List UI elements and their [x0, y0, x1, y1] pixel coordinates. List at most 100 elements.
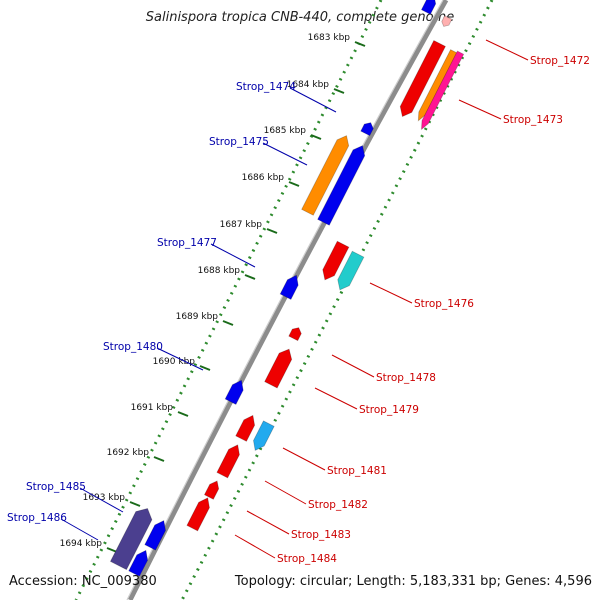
gene-arrow-shape	[322, 240, 350, 281]
gene-glyph	[224, 379, 244, 405]
gene-arrow-shape	[317, 145, 366, 226]
gene-label-reverse: Strop_1484	[277, 553, 337, 565]
map-title: Salinispora tropica CNB-440, complete ge…	[145, 10, 455, 25]
scale-tick-label: 1690 kbp	[153, 357, 196, 367]
gene-arrow-shape	[203, 480, 220, 500]
scale-tick	[333, 88, 345, 94]
gene-arrow-shape	[253, 420, 275, 451]
label-leader-line	[369, 282, 413, 304]
label-leader-line	[485, 39, 529, 61]
gene-glyph	[186, 497, 210, 532]
gene-label-forward: Strop_1485	[26, 481, 86, 493]
gene-glyph	[441, 15, 453, 27]
gene-arrow-shape	[109, 508, 153, 571]
gene-arrow-shape	[360, 122, 374, 137]
gene-glyph	[322, 240, 350, 281]
label-leader-line	[282, 447, 326, 471]
gene-glyph	[109, 508, 153, 571]
gene-arrow-shape	[186, 497, 210, 532]
gene-label-forward: Strop_1474	[236, 81, 296, 93]
scale-tick	[244, 274, 256, 280]
gene-arrow-shape	[224, 379, 244, 405]
gene-glyph	[128, 549, 149, 577]
gene-arrow-shape	[417, 49, 458, 122]
gene-glyph	[337, 250, 365, 291]
gene-glyph	[399, 39, 446, 118]
gene-arrow-shape	[301, 135, 350, 216]
gene-label-reverse: Strop_1482	[308, 499, 368, 511]
label-leader-line	[289, 87, 337, 113]
scale-tick	[177, 411, 189, 417]
scale-tick-label: 1687 kbp	[220, 220, 263, 230]
scale-tick	[310, 134, 322, 140]
inner-dotted-track	[74, 0, 383, 600]
scale-tick	[153, 456, 165, 462]
topology-text: Topology: circular; Length: 5,183,331 bp…	[234, 574, 592, 589]
gene-arrow-shape	[144, 520, 166, 551]
scale-tick-label: 1683 kbp	[308, 33, 351, 43]
gene-arrow-shape	[288, 327, 302, 342]
scale-tick	[129, 501, 141, 507]
label-leader-line	[331, 354, 375, 378]
gene-glyph	[420, 0, 437, 15]
gene-label-reverse: Strop_1476	[414, 298, 474, 310]
gene-glyph	[144, 520, 166, 551]
gene-glyph	[360, 122, 374, 137]
scale-tick-label: 1691 kbp	[131, 403, 174, 413]
gene-arrow-shape	[128, 549, 149, 577]
gene-arrow-shape	[441, 15, 453, 27]
scale-tick-label: 1692 kbp	[107, 448, 150, 458]
gene-label-reverse: Strop_1478	[376, 372, 436, 384]
label-leader-line	[262, 142, 308, 166]
scale-tick-label: 1684 kbp	[287, 80, 330, 90]
gene-arrow-shape	[264, 348, 293, 389]
scale-tick-label: 1688 kbp	[198, 266, 241, 276]
label-leader-line	[234, 534, 276, 559]
gene-glyph	[301, 135, 350, 216]
scale-tick	[266, 228, 278, 234]
gene-glyph	[235, 414, 256, 442]
accession-text: Accession: NC_009380	[9, 574, 157, 589]
gene-glyph	[279, 274, 299, 300]
scale-tick-label: 1689 kbp	[176, 312, 219, 322]
gene-label-forward: Strop_1475	[209, 136, 269, 148]
scale-tick	[199, 365, 211, 371]
gene-glyph	[203, 480, 220, 500]
gene-arrow-shape	[421, 50, 465, 131]
gene-label-reverse: Strop_1472	[530, 55, 590, 67]
label-leader-line	[210, 243, 256, 268]
label-leader-line	[314, 387, 358, 410]
gene-label-forward: Strop_1486	[7, 512, 67, 524]
gene-arrow-shape	[216, 444, 240, 479]
gene-label-reverse: Strop_1481	[327, 465, 387, 477]
gene-arrow-shape	[420, 0, 437, 15]
scale-tick-label: 1693 kbp	[83, 493, 126, 503]
gene-glyph	[264, 348, 293, 389]
gene-glyph	[288, 327, 302, 342]
gene-arrow-shape	[337, 250, 365, 291]
gene-label-reverse: Strop_1479	[359, 404, 419, 416]
gene-label-forward: Strop_1480	[103, 341, 163, 353]
label-leader-line	[60, 518, 99, 541]
gene-glyph	[317, 145, 366, 226]
label-leader-line	[458, 99, 502, 120]
label-leader-line	[79, 487, 124, 513]
outer-dotted-track	[180, 0, 494, 600]
gene-arrow-shape	[235, 414, 256, 442]
scale-tick	[106, 547, 118, 553]
scale-tick	[288, 181, 300, 187]
gene-label-reverse: Strop_1473	[503, 114, 563, 126]
label-leader-line	[264, 480, 307, 505]
scale-tick-label: 1685 kbp	[264, 126, 307, 136]
gene-label-reverse: Strop_1483	[291, 529, 351, 541]
gene-label-forward: Strop_1477	[157, 237, 217, 249]
gene-arrow-shape	[279, 274, 299, 300]
label-leader-line	[156, 347, 204, 371]
gene-glyph	[253, 420, 275, 451]
gene-arrow-shape	[399, 39, 446, 118]
scale-tick-label: 1686 kbp	[242, 173, 285, 183]
gene-glyph	[216, 444, 240, 479]
scale-tick-label: 1694 kbp	[60, 539, 103, 549]
